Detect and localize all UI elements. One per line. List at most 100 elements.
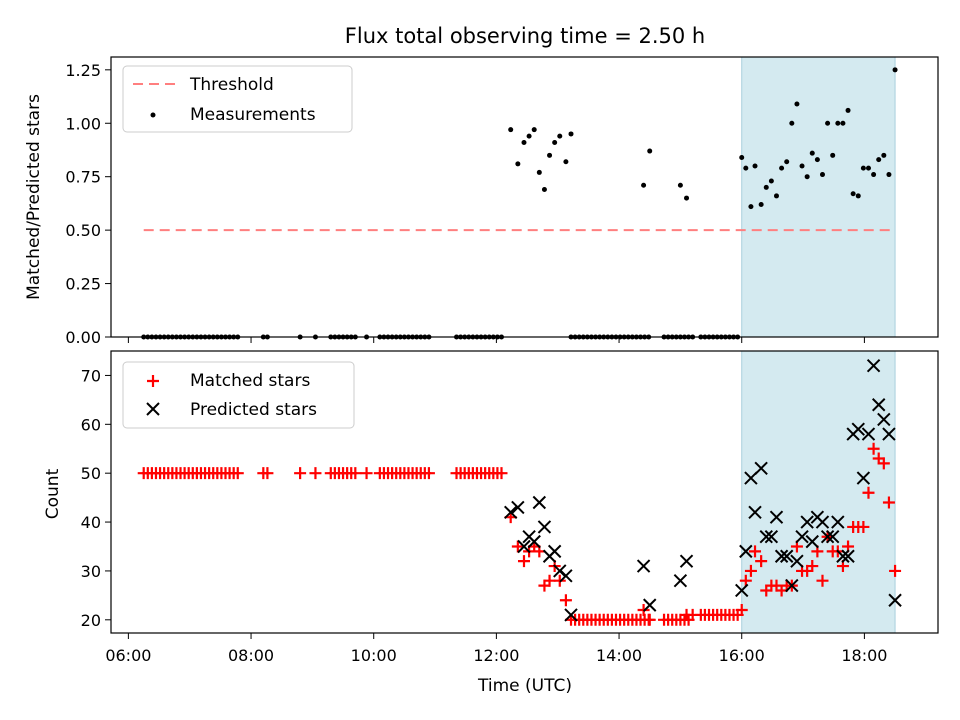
predicted-star-point <box>764 530 779 544</box>
predicted-star-point <box>769 510 784 524</box>
measurement-point <box>850 191 856 197</box>
predicted-star-point <box>636 559 651 573</box>
bottom-y-tick-label: 70 <box>81 366 101 385</box>
bottom-panel: 20 30 40 50 60 70 06:00 08:00 10:00 12:00 14:00 16… <box>43 350 939 696</box>
bottom-x-tick-label: 10:00 <box>351 646 397 665</box>
predicted-star-point <box>800 515 814 529</box>
count-points <box>137 358 902 626</box>
predicted-star-point <box>532 495 547 510</box>
matched-star-point <box>349 467 362 480</box>
measurement-point <box>773 193 779 199</box>
measurement-point <box>743 165 749 171</box>
bottom-y-label: Count <box>43 468 63 519</box>
matched-star-point <box>231 467 244 480</box>
bottom-x-tick-label: 18:00 <box>841 646 887 665</box>
matched-star-point <box>680 608 693 621</box>
matched-star-point <box>643 613 656 626</box>
measurement-point <box>748 204 754 210</box>
predicted-star-point <box>785 578 799 593</box>
predicted-star-point <box>511 500 525 515</box>
measurement-point <box>789 120 795 126</box>
measurement-point <box>768 178 774 184</box>
measurement-point <box>521 139 527 145</box>
predicted-star-point <box>643 598 657 612</box>
measurement-point <box>641 182 647 188</box>
bottom-x-tick-label: 16:00 <box>719 646 765 665</box>
predicted-star-point <box>739 544 753 559</box>
predicted-star-point <box>735 583 749 598</box>
matched-star-point <box>739 574 752 587</box>
bottom-y-tick-label: 60 <box>81 415 101 434</box>
matched-star-point <box>877 457 890 470</box>
matched-star-point <box>755 555 768 568</box>
predicted-star-point <box>851 422 865 436</box>
predicted-star-point <box>779 549 794 563</box>
predicted-star-point <box>861 427 876 441</box>
matched-star-point <box>857 520 870 533</box>
measurement-point <box>830 152 836 158</box>
predicted-star-point <box>527 534 541 549</box>
matched-star-point <box>889 564 902 577</box>
measurement-point <box>784 159 790 165</box>
measurement-point <box>876 157 882 163</box>
matched-star-point <box>806 560 819 573</box>
predicted-star-point <box>754 461 768 476</box>
predicted-star-point <box>547 544 562 559</box>
top-y-tick-label: 0.00 <box>65 328 101 347</box>
predicted-star-point <box>856 471 871 485</box>
bottom-y-tick-label: 50 <box>81 464 101 483</box>
predicted-star-point <box>564 608 578 622</box>
measurement-point <box>536 169 542 175</box>
measurement-point <box>881 152 887 158</box>
matched-star-point <box>495 467 508 480</box>
top-y-label: Matched/Predicted stars <box>24 94 44 300</box>
legend-matched-swatch <box>147 375 159 387</box>
predicted-star-point <box>877 412 891 427</box>
predicted-star-point <box>537 520 552 534</box>
measurement-point <box>552 139 558 145</box>
measurement-point <box>809 150 815 156</box>
matched-star-point <box>360 467 373 480</box>
predicted-star-point <box>774 549 789 563</box>
measurement-point <box>526 133 532 139</box>
bottom-x-axis: 06:00 08:00 10:00 12:00 14:00 16:00 18:00 <box>105 633 887 665</box>
bottom-legend: Matched stars Predicted stars <box>122 361 355 429</box>
bottom-y-axis: 20 30 40 50 60 70 <box>81 366 111 630</box>
measurement-point <box>825 120 831 126</box>
measurement-point <box>892 67 898 73</box>
predicted-star-point <box>826 530 840 544</box>
matched-star-point <box>735 604 748 617</box>
measurement-point <box>508 127 514 133</box>
top-plot-frame <box>110 56 939 338</box>
measurement-point <box>568 131 574 137</box>
legend-matched-label: Matched stars <box>190 371 310 391</box>
measurement-point <box>758 201 764 207</box>
top-y-tick-label: 0.25 <box>65 275 101 294</box>
measurement-point <box>541 187 547 193</box>
measurement-point <box>515 161 521 167</box>
measurement-point <box>814 157 820 163</box>
legend-predicted-label: Predicted stars <box>190 400 317 420</box>
matched-star-point <box>261 467 274 480</box>
measurement-point <box>819 172 825 178</box>
top-highlight-span <box>741 56 896 338</box>
top-panel: 0.00 0.25 0.50 0.75 1.00 1.25 Matched/Predict… <box>24 56 939 347</box>
predicted-star-point <box>805 534 819 549</box>
measurement-point <box>855 193 861 199</box>
measurement-point <box>779 165 785 171</box>
predicted-star-point <box>815 515 830 529</box>
bottom-x-tick-label: 08:00 <box>228 646 274 665</box>
measurement-point <box>871 172 877 178</box>
predicted-star-point <box>882 427 896 441</box>
measurement-point <box>799 163 805 169</box>
measurement-point <box>804 174 810 180</box>
measurement-point <box>840 120 846 126</box>
measurement-point <box>739 154 745 160</box>
matched-star-point <box>749 545 762 558</box>
measurement-point <box>563 159 569 165</box>
measurement-point <box>557 133 563 139</box>
predicted-star-point <box>748 505 762 519</box>
matched-star-point <box>882 496 895 509</box>
measurement-point <box>835 120 841 126</box>
matched-star-point <box>862 486 875 499</box>
